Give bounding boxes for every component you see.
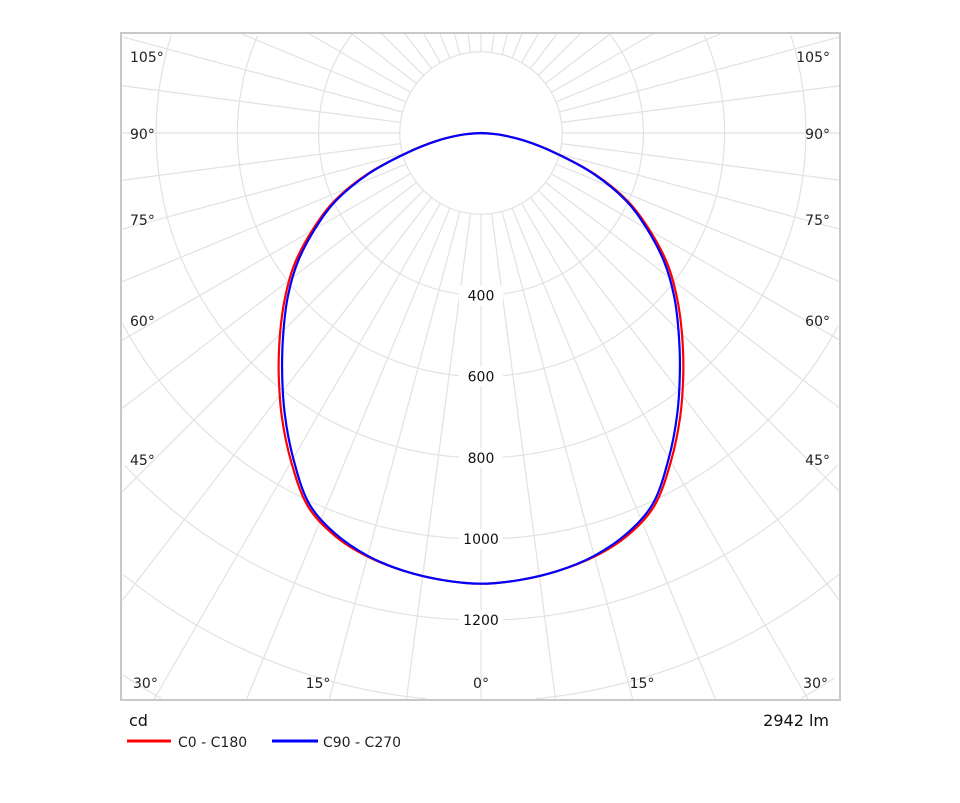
radial-label-bg [459, 447, 503, 468]
radial-tick-labels: 400 600 800 1000 1200 [459, 285, 503, 631]
radial-label-bg [459, 366, 503, 387]
radial-tick-label: 1200 [463, 613, 499, 629]
grid-circle [122, 574, 840, 700]
radial-label-bg [459, 529, 503, 549]
curves [277, 131, 685, 585]
grid-spoke [545, 33, 611, 85]
radial-label-bg [459, 610, 503, 631]
grid-circle [236, 35, 726, 378]
grid-spoke [545, 181, 840, 409]
angle-label: 30° [803, 676, 828, 692]
angle-label: 90° [805, 127, 830, 143]
grid-spoke [381, 33, 425, 77]
grid-spoke [555, 163, 840, 282]
grid-circle [318, 33, 644, 296]
grid-spoke [121, 189, 425, 493]
angle-label: 90° [130, 127, 155, 143]
grid-spoke [537, 33, 581, 77]
angle-label: 60° [130, 314, 155, 330]
grid-spoke [559, 36, 840, 113]
grid-spoke [529, 197, 840, 600]
grid-spoke [241, 33, 407, 103]
grid-spoke [511, 33, 523, 59]
grid-spoke [121, 36, 403, 113]
polar-grid [121, 33, 840, 700]
series-curve-c90-c270 [280, 131, 682, 585]
grid-spoke [309, 33, 411, 93]
grid-spoke [351, 33, 417, 85]
grid-spoke [404, 33, 433, 69]
angle-label: 45° [130, 453, 155, 469]
angle-label: 75° [805, 213, 830, 229]
radial-tick-label: 800 [468, 451, 495, 467]
grid-spoke [491, 33, 495, 53]
grid-spoke [121, 163, 407, 283]
grid-spoke [121, 153, 403, 230]
grid-spoke [328, 211, 461, 700]
radial-tick-label: 1000 [463, 532, 499, 548]
grid-circle [121, 323, 839, 540]
grid-spoke [453, 33, 461, 55]
grid-spoke [121, 85, 401, 123]
grid-spoke [153, 202, 441, 700]
legend-label-c90-c270: C90 - C270 [323, 735, 401, 751]
angle-label: 75° [130, 213, 155, 229]
grid-spoke [521, 33, 539, 64]
angle-label: 30° [133, 676, 158, 692]
legend: C0 - C180 C90 - C270 [127, 735, 401, 751]
grid-spoke [550, 173, 840, 341]
grid-spoke [551, 33, 653, 93]
grid-spoke [121, 143, 401, 181]
angle-labels: 105° 90° 75° 60° 45° 30° 15° 0° 15° 30° … [130, 50, 830, 692]
grid-circle [122, 674, 836, 699]
grid-spoke [529, 33, 558, 69]
radial-tick-label: 400 [468, 288, 495, 304]
grid-spoke [423, 33, 441, 64]
grid-spoke [511, 207, 716, 700]
grid-spoke [467, 33, 471, 53]
angle-label: 15° [630, 676, 655, 692]
grid-spoke [246, 207, 451, 700]
angle-label: 15° [306, 676, 331, 692]
grid-spoke [121, 173, 412, 341]
grid-circle [124, 464, 838, 621]
radial-tick-label: 600 [468, 370, 495, 386]
grid-spoke [537, 189, 840, 492]
radial-label-bg [459, 285, 503, 306]
angle-label: 0° [473, 676, 489, 692]
unit-label: cd [129, 711, 148, 730]
grid-spoke [561, 143, 840, 181]
grid-spoke [559, 153, 840, 230]
grid-spoke [555, 33, 721, 103]
grid-spoke [521, 202, 809, 700]
grid-spoke [501, 211, 634, 700]
luminous-flux-label: 2942 lm [763, 711, 829, 730]
legend-label-c0-c180: C0 - C180 [178, 735, 247, 751]
angle-label: 60° [805, 314, 830, 330]
grid-spoke [561, 85, 840, 123]
angle-label: 45° [805, 453, 830, 469]
angle-label: 105° [130, 50, 164, 66]
grid-spoke [439, 33, 451, 59]
grid-spoke [121, 181, 417, 409]
grid-circle [155, 35, 807, 459]
grid-spoke [121, 197, 433, 602]
angle-label: 105° [796, 50, 830, 66]
grid-spoke [501, 33, 509, 55]
